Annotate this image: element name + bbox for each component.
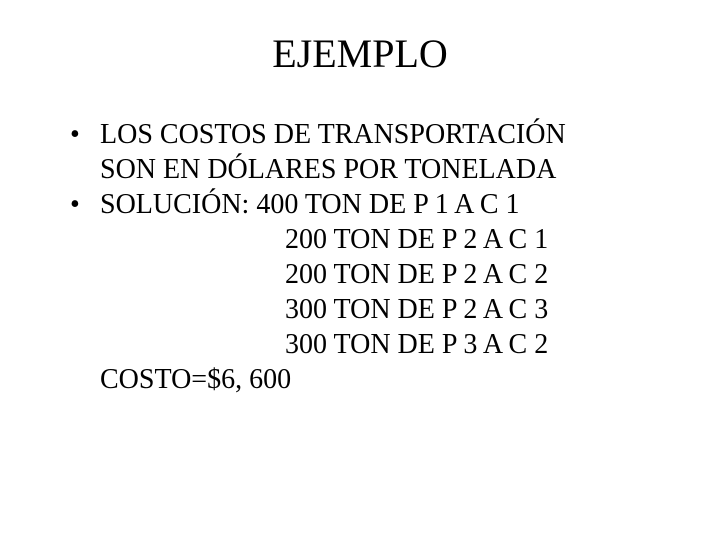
bullet-dot-icon: • xyxy=(70,187,100,222)
bullet-1-text: LOS COSTOS DE TRANSPORTACIÓN SON EN DÓLA… xyxy=(100,117,670,187)
cost-line: COSTO=$6, 600 xyxy=(70,362,670,397)
bullet-1-line-2: SON EN DÓLARES POR TONELADA xyxy=(100,154,556,185)
bullet-item-2: • SOLUCIÓN: 400 TON DE P 1 A C 1 xyxy=(70,187,670,222)
bullet-1-line-1: LOS COSTOS DE TRANSPORTACIÓN xyxy=(100,119,566,150)
solution-line-3: 200 TON DE P 2 A C 2 xyxy=(70,257,670,292)
solution-line-4: 300 TON DE P 2 A C 3 xyxy=(70,292,670,327)
bullet-item-1: • LOS COSTOS DE TRANSPORTACIÓN SON EN DÓ… xyxy=(70,117,670,187)
slide-title: EJEMPLO xyxy=(0,0,720,87)
slide-body: • LOS COSTOS DE TRANSPORTACIÓN SON EN DÓ… xyxy=(0,87,720,397)
bullet-dot-icon: • xyxy=(70,117,100,152)
slide: EJEMPLO • LOS COSTOS DE TRANSPORTACIÓN S… xyxy=(0,0,720,540)
solution-line-1: SOLUCIÓN: 400 TON DE P 1 A C 1 xyxy=(100,189,520,220)
solution-line-5: 300 TON DE P 3 A C 2 xyxy=(70,327,670,362)
bullet-2-text: SOLUCIÓN: 400 TON DE P 1 A C 1 xyxy=(100,187,670,222)
solution-line-2: 200 TON DE P 2 A C 1 xyxy=(70,222,670,257)
